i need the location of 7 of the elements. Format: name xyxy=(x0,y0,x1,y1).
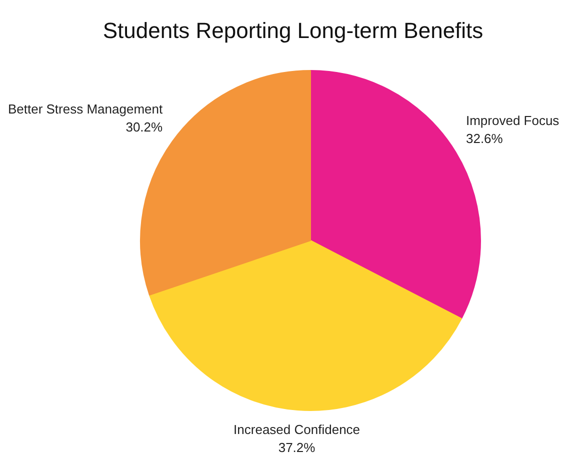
data-label: 30.2% xyxy=(126,119,164,134)
slice-label: Better Stress Management xyxy=(8,101,163,116)
slice-label: Improved Focus xyxy=(466,112,560,128)
slice-label: Increased Confidence xyxy=(234,422,360,437)
data-label: 32.6% xyxy=(466,130,504,146)
data-label: 37.2% xyxy=(278,440,316,455)
chart-title: Students Reporting Long-term Benefits xyxy=(102,18,484,43)
